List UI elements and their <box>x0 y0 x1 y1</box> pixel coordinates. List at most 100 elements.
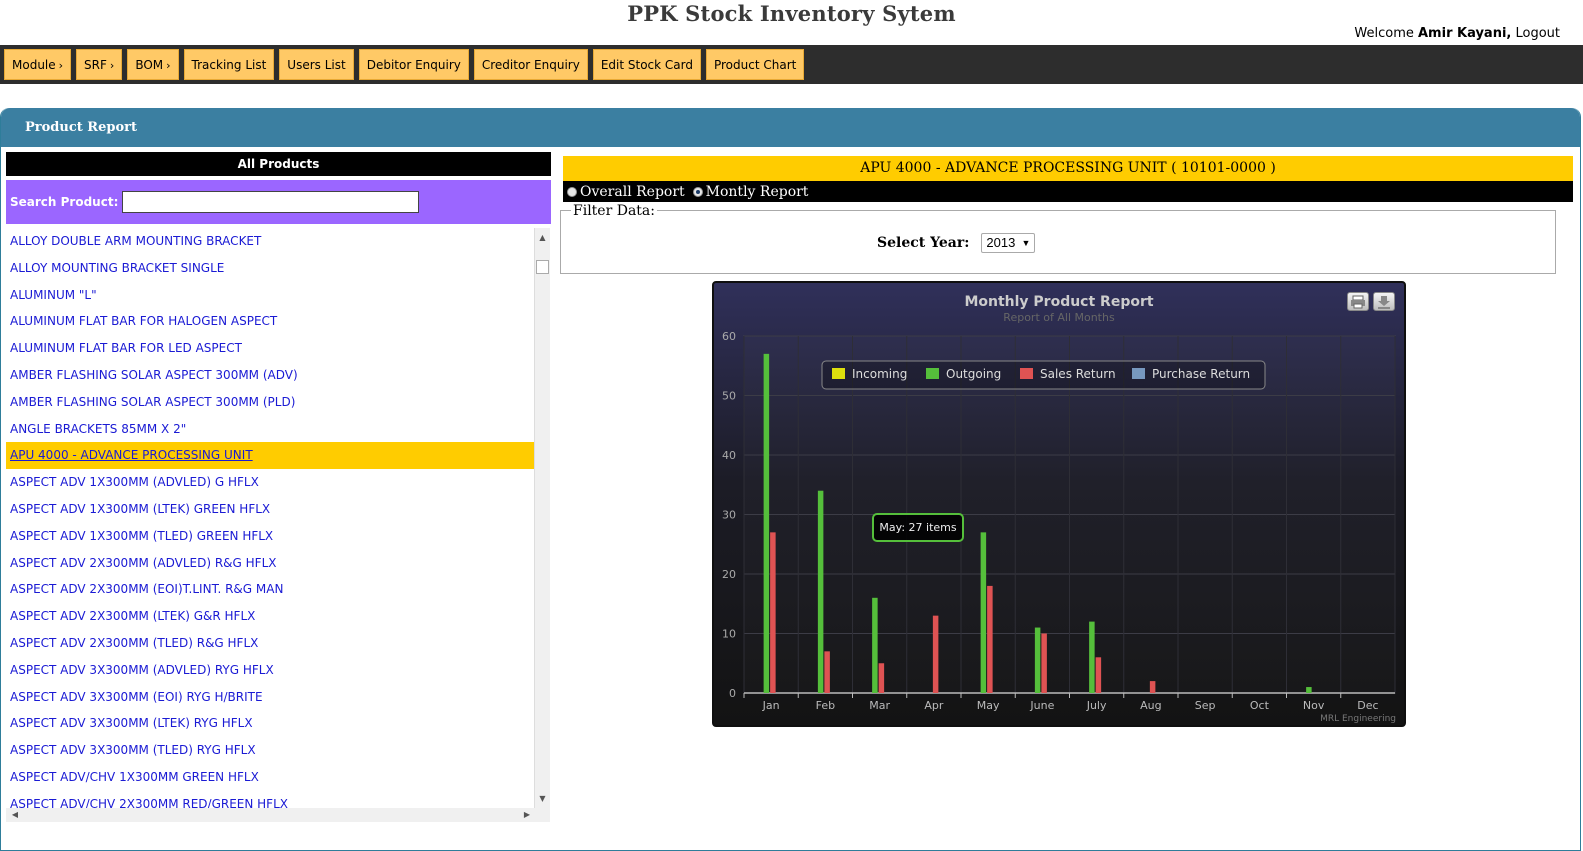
export-chart-button[interactable] <box>1373 292 1395 311</box>
bar-sales-return <box>932 615 939 693</box>
monthly-report-label[interactable]: Montly Report <box>705 183 809 200</box>
bar-sales-return <box>878 663 885 693</box>
nav-item-users-list[interactable]: Users List <box>279 49 354 80</box>
chart-tooltip-text: May: 27 items <box>879 521 956 534</box>
app-title: PPK Stock Inventory Sytem <box>627 1 956 26</box>
bar-sales-return <box>1095 657 1102 693</box>
year-select[interactable]: 2013 ▼ <box>981 233 1036 253</box>
product-item[interactable]: ASPECT ADV 1X300MM (LTEK) GREEN HFLX <box>10 501 271 516</box>
search-bar: Search Product: <box>6 180 551 224</box>
product-list-horizontal-scrollbar[interactable]: ◀ ▶ <box>6 808 550 822</box>
product-item[interactable]: ASPECT ADV 2X300MM (LTEK) G&R HFLX <box>10 609 256 624</box>
scroll-thumb[interactable] <box>536 260 549 274</box>
scroll-up-arrow-icon[interactable]: ▲ <box>539 233 546 242</box>
nav-item-creditor-enquiry[interactable]: Creditor Enquiry <box>473 49 588 80</box>
printer-icon <box>1351 295 1365 309</box>
y-tick-label: 60 <box>722 330 736 343</box>
product-list-vertical-scrollbar[interactable]: ▲ ▼ <box>534 228 550 808</box>
overall-report-radio[interactable] <box>567 186 577 197</box>
chart-tooltip <box>872 513 964 542</box>
product-item[interactable]: ASPECT ADV 3X300MM (EOI) RYG H/BRITE <box>10 689 263 704</box>
chevron-right-icon: › <box>166 59 171 72</box>
nav-item-label: Creditor Enquiry <box>481 58 580 72</box>
logout-link[interactable]: Logout <box>1515 26 1560 41</box>
product-item[interactable]: ASPECT ADV 2X300MM (EOI)T.LINT. R&G MAN <box>10 582 284 597</box>
nav-item-edit-stock-card[interactable]: Edit Stock Card <box>592 49 701 80</box>
chart-title: Monthly Product Report <box>964 294 1153 310</box>
selected-product-title: APU 4000 - ADVANCE PROCESSING UNIT ( 101… <box>563 156 1573 181</box>
product-item-selected[interactable]: APU 4000 - ADVANCE PROCESSING UNIT <box>6 442 536 470</box>
report-type-selector: Overall Report Montly Report <box>563 181 1573 202</box>
chevron-right-icon: › <box>109 59 115 72</box>
nav-item-module[interactable]: Module › <box>4 49 72 80</box>
bar-sales-return <box>770 532 776 693</box>
search-product-input[interactable] <box>122 191 420 213</box>
product-item[interactable]: AMBER FLASHING SOLAR ASPECT 300MM (ADV) <box>10 367 298 382</box>
legend-label: Incoming <box>852 367 907 381</box>
monthly-report-radio[interactable] <box>692 186 703 197</box>
x-tick-label: Mar <box>869 699 890 712</box>
product-item[interactable]: ASPECT ADV 3X300MM (TLED) RYG HFLX <box>10 743 256 758</box>
x-tick-label: Sep <box>1195 699 1216 712</box>
scroll-down-arrow-icon[interactable]: ▼ <box>539 794 546 803</box>
product-item[interactable]: ASPECT ADV 3X300MM (ADVLED) RYG HFLX <box>10 662 274 677</box>
legend-label: Purchase Return <box>1152 367 1250 381</box>
report-column: APU 4000 - ADVANCE PROCESSING UNIT ( 101… <box>560 156 1573 274</box>
panel-title: Product Report <box>1 108 1580 147</box>
x-tick-label: Feb <box>816 699 835 712</box>
legend-swatch <box>1132 368 1145 379</box>
product-list: ALLOY DOUBLE ARM MOUNTING BRACKET ALLOY M… <box>6 228 536 808</box>
filter-legend: Filter Data: <box>571 203 657 219</box>
product-item[interactable]: ASPECT ADV 2X300MM (ADVLED) R&G HFLX <box>10 555 277 570</box>
y-tick-label: 0 <box>729 687 736 700</box>
product-item[interactable]: ASPECT ADV 1X300MM (ADVLED) G HFLX <box>10 475 259 490</box>
product-item[interactable]: ALLOY DOUBLE ARM MOUNTING BRACKET <box>10 234 262 248</box>
product-item[interactable]: AMBER FLASHING SOLAR ASPECT 300MM (PLD) <box>10 394 296 409</box>
download-icon <box>1378 296 1390 309</box>
y-tick-label: 40 <box>722 449 736 462</box>
nav-item-label: Debitor Enquiry <box>366 58 461 72</box>
x-tick-label: July <box>1086 699 1107 712</box>
product-item[interactable]: ASPECT ADV 2X300MM (TLED) R&G HFLX <box>10 635 259 650</box>
nav-item-debitor-enquiry[interactable]: Debitor Enquiry <box>358 49 469 80</box>
bar-outgoing <box>1089 621 1095 693</box>
bar-outgoing <box>1306 687 1312 693</box>
x-tick-label: Nov <box>1303 699 1325 712</box>
nav-item-srf[interactable]: SRF › <box>76 49 123 80</box>
product-item[interactable]: ASPECT ADV 1X300MM (TLED) GREEN HFLX <box>10 528 274 543</box>
overall-report-label[interactable]: Overall Report <box>580 183 685 200</box>
nav-item-label: Module <box>12 58 56 72</box>
search-label: Search Product: <box>10 195 119 209</box>
nav-item-label: Tracking List <box>191 58 267 72</box>
nav-item-label: SRF <box>84 58 107 72</box>
legend-swatch <box>926 368 939 379</box>
nav-item-product-chart[interactable]: Product Chart <box>705 49 805 80</box>
main-navbar: Module › SRF › BOM › Tracking List Users List De… <box>0 45 1583 84</box>
nav-item-label: Users List <box>287 58 346 72</box>
bar-sales-return <box>1041 633 1047 693</box>
chevron-down-icon: ▼ <box>1021 238 1031 248</box>
nav-item-label: Product Chart <box>713 58 797 72</box>
nav-item-tracking-list[interactable]: Tracking List <box>183 49 275 80</box>
product-item[interactable]: ASPECT ADV/CHV 2X300MM RED/GREEN HFLX <box>10 796 288 808</box>
chart-subtitle: Report of All Months <box>1003 311 1115 324</box>
bar-outgoing <box>1034 627 1041 693</box>
scroll-right-arrow-icon[interactable]: ▶ <box>523 810 531 819</box>
product-item[interactable]: ASPECT ADV 3X300MM (LTEK) RYG HFLX <box>10 716 253 731</box>
product-item[interactable]: ALUMINUM "L" <box>10 287 97 302</box>
product-item[interactable]: ALLOY MOUNTING BRACKET SINGLE <box>10 260 225 275</box>
product-item[interactable]: ALUMINUM FLAT BAR FOR LED ASPECT <box>10 341 242 356</box>
product-item[interactable]: ANGLE BRACKETS 85MM X 2" <box>10 421 187 436</box>
x-tick-label: Oct <box>1250 699 1270 712</box>
scroll-left-arrow-icon[interactable]: ◀ <box>11 810 19 819</box>
product-item[interactable]: ALUMINUM FLAT BAR FOR HALOGEN ASPECT <box>10 314 278 329</box>
print-chart-button[interactable] <box>1347 292 1369 311</box>
y-tick-label: 30 <box>722 509 736 522</box>
chevron-right-icon: › <box>58 59 64 72</box>
all-products-heading: All Products <box>6 152 551 176</box>
x-tick-label: Dec <box>1357 699 1378 712</box>
x-tick-label: Jan <box>762 699 780 712</box>
nav-item-bom[interactable]: BOM › <box>127 49 179 80</box>
product-item[interactable]: ASPECT ADV/CHV 1X300MM GREEN HFLX <box>10 769 259 784</box>
nav-items: Module › SRF › BOM › Tracking List Users List De… <box>4 49 809 80</box>
